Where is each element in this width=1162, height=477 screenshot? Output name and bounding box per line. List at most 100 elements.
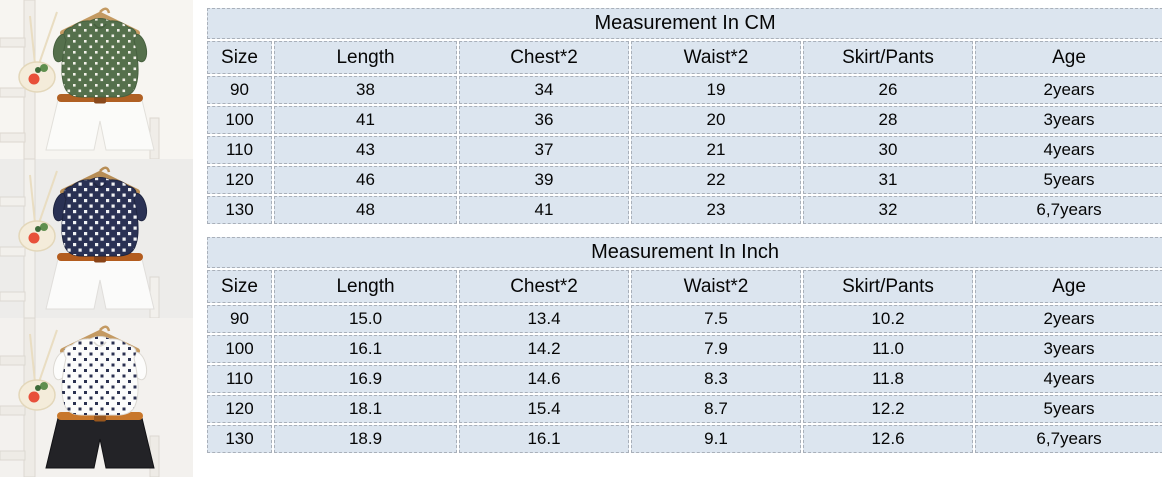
table-cell: 8.3 xyxy=(631,365,801,393)
table-cell: 41 xyxy=(274,106,457,134)
table-title: Measurement In CM xyxy=(207,8,1162,39)
polka-dot-pattern xyxy=(61,336,139,415)
table-cell: 12.2 xyxy=(803,395,973,423)
ladder-rung xyxy=(0,37,26,48)
table-cell: 11.0 xyxy=(803,335,973,363)
table-cell: 130 xyxy=(207,196,272,224)
table-cell: 16.9 xyxy=(274,365,457,393)
shorts xyxy=(45,99,155,151)
table-cell: 14.6 xyxy=(459,365,629,393)
table-cell: 43 xyxy=(274,136,457,164)
polka-dot-pattern xyxy=(61,18,139,97)
header-row: Size Length Chest*2 Waist*2 Skirt/Pants Age xyxy=(207,270,1162,303)
ladder-rung xyxy=(0,246,26,257)
product-photo-navy-outfit xyxy=(0,158,193,319)
table-row: 130 18.9 16.1 9.1 12.6 6,7years xyxy=(207,425,1162,453)
column-header: Length xyxy=(274,41,457,74)
column-header: Size xyxy=(207,270,272,303)
inch-size-table: Measurement In Inch Size Length Chest*2 Wais… xyxy=(205,235,1162,455)
bag-strap xyxy=(38,11,58,65)
table-cell: 100 xyxy=(207,106,272,134)
table-row: 90 15.0 13.4 7.5 10.2 2years xyxy=(207,305,1162,333)
table-title: Measurement In Inch xyxy=(207,237,1162,268)
table-cell: 130 xyxy=(207,425,272,453)
table-cell: 26 xyxy=(803,76,973,104)
table-cell: 7.5 xyxy=(631,305,801,333)
table-row: 120 46 39 22 31 5years xyxy=(207,166,1162,194)
neckline xyxy=(93,23,107,29)
table-cell: 3years xyxy=(975,106,1162,134)
table-cell: 22 xyxy=(631,166,801,194)
table-row: 90 38 34 19 26 2years xyxy=(207,76,1162,104)
product-photo-graphic xyxy=(0,317,193,477)
cm-size-table: Measurement In CM Size Length Chest*2 Waist*… xyxy=(205,6,1162,226)
column-header: Waist*2 xyxy=(631,270,801,303)
table-cell: 12.6 xyxy=(803,425,973,453)
table-cell: 21 xyxy=(631,136,801,164)
table-cell: 11.8 xyxy=(803,365,973,393)
table-cell: 18.1 xyxy=(274,395,457,423)
table-cell: 5years xyxy=(975,166,1162,194)
pompom-green xyxy=(40,223,48,231)
measurement-tables: Measurement In CM Size Length Chest*2 Waist*… xyxy=(193,0,1162,477)
ladder-rung xyxy=(0,87,26,98)
hanger-hook xyxy=(99,166,111,173)
table-row: 110 16.9 14.6 8.3 11.8 4years xyxy=(207,365,1162,393)
table-cell: 4years xyxy=(975,136,1162,164)
table-row: 100 41 36 20 28 3years xyxy=(207,106,1162,134)
strawberry-charm xyxy=(28,391,40,403)
bag-strap xyxy=(38,170,58,224)
table-cell: 110 xyxy=(207,136,272,164)
table-cell: 41 xyxy=(459,196,629,224)
column-header: Age xyxy=(975,41,1162,74)
table-cell: 28 xyxy=(803,106,973,134)
column-header: Chest*2 xyxy=(459,270,629,303)
table-cell: 23 xyxy=(631,196,801,224)
table-cell: 8.7 xyxy=(631,395,801,423)
table-cell: 6,7years xyxy=(975,425,1162,453)
bag-strap xyxy=(38,329,58,383)
table-row: 130 48 41 23 32 6,7years xyxy=(207,196,1162,224)
hanger-hook xyxy=(99,325,111,332)
column-header: Chest*2 xyxy=(459,41,629,74)
table-cell: 110 xyxy=(207,365,272,393)
strawberry-charm xyxy=(28,232,40,244)
table-title-row: Measurement In CM xyxy=(207,8,1162,39)
table-cell: 3years xyxy=(975,335,1162,363)
product-photo-green-outfit xyxy=(0,0,193,160)
product-photo-strip xyxy=(0,0,193,477)
bag-strap xyxy=(29,333,36,383)
table-cell: 120 xyxy=(207,395,272,423)
table-cell: 18.9 xyxy=(274,425,457,453)
column-header: Age xyxy=(975,270,1162,303)
ladder-rung xyxy=(0,291,26,302)
table-cell: 32 xyxy=(803,196,973,224)
table-cell: 15.0 xyxy=(274,305,457,333)
table-cell: 48 xyxy=(274,196,457,224)
table-cell: 120 xyxy=(207,166,272,194)
ladder-rung xyxy=(0,132,26,143)
table-cell: 16.1 xyxy=(274,335,457,363)
table-cell: 100 xyxy=(207,335,272,363)
table-cell: 34 xyxy=(459,76,629,104)
ladder-rung xyxy=(0,196,26,207)
column-header: Skirt/Pants xyxy=(803,41,973,74)
table-cell: 20 xyxy=(631,106,801,134)
table-cell: 5years xyxy=(975,395,1162,423)
table-cell: 10.2 xyxy=(803,305,973,333)
product-photo-white-outfit xyxy=(0,317,193,477)
table-cell: 36 xyxy=(459,106,629,134)
table-cell: 90 xyxy=(207,76,272,104)
hanger-hook xyxy=(99,7,111,14)
strawberry-leaf xyxy=(35,385,41,391)
table-cell: 16.1 xyxy=(459,425,629,453)
product-photo-graphic xyxy=(0,158,193,319)
table-cell: 13.4 xyxy=(459,305,629,333)
shorts xyxy=(45,417,155,469)
table-cell: 30 xyxy=(803,136,973,164)
shorts xyxy=(45,258,155,310)
bag-strap xyxy=(29,174,36,224)
table-cell: 31 xyxy=(803,166,973,194)
neckline xyxy=(93,182,107,188)
